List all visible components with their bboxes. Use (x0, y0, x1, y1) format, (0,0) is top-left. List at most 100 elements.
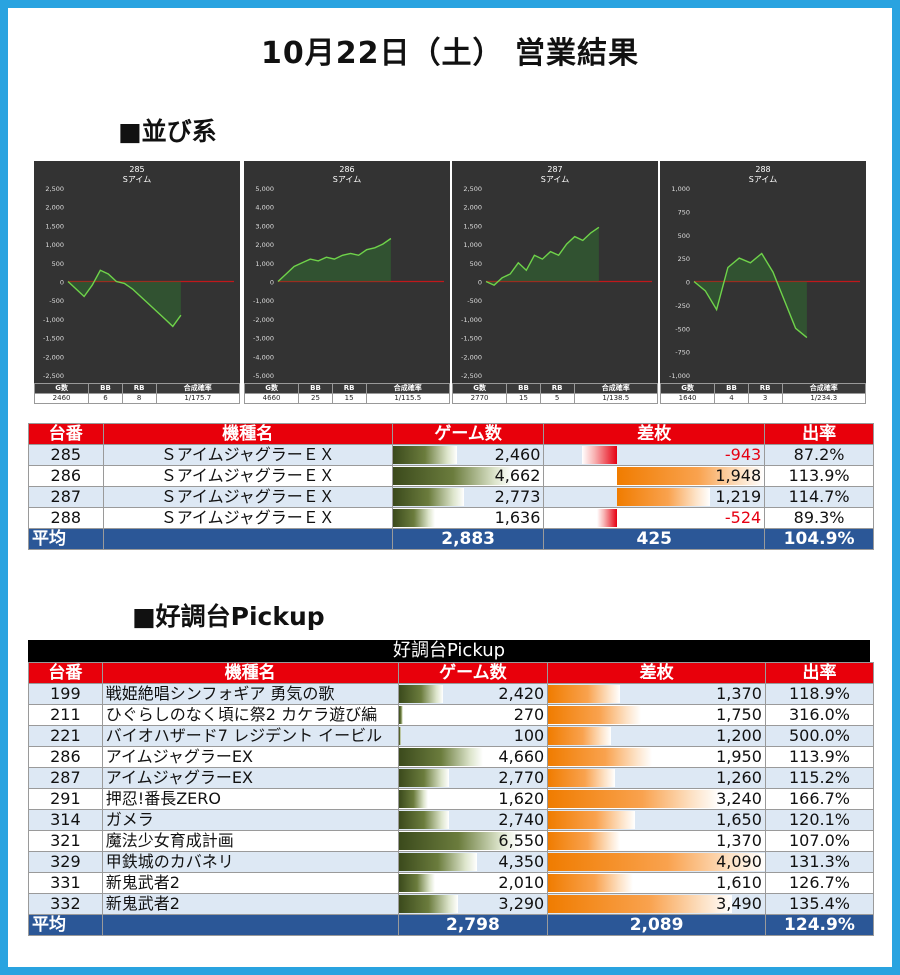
games-cell: 2,460 (391, 444, 545, 466)
games-bar (393, 467, 514, 485)
games-value: 270 (513, 705, 545, 725)
games-value: 2,770 (498, 768, 545, 788)
y-tick-label: -1,000 (669, 372, 690, 380)
diff-bar (548, 748, 653, 766)
machine-number-cell: 288 (28, 507, 104, 529)
machine-number-cell: 286 (28, 746, 103, 768)
diff-cell: 1,370 (547, 830, 766, 852)
section-heading-pickup: ■好調台Pickup (132, 602, 325, 631)
payout-rate-cell: 87.2% (764, 444, 874, 466)
games-bar (393, 446, 457, 464)
diff-bar (548, 727, 612, 745)
column-header: 台番 (28, 423, 104, 445)
series-line (67, 269, 182, 328)
y-tick-label: 5,000 (255, 185, 274, 193)
diff-bar (582, 446, 617, 464)
column-header: 差枚 (543, 423, 766, 445)
diff-bar (548, 769, 616, 787)
table-row: 199 戦姫絶唱シンフォギア 勇気の歌 2,420 1,370 118.9% (28, 683, 875, 705)
y-tick-label: -1,500 (43, 335, 64, 343)
diff-cell: 1,650 (547, 809, 766, 831)
diff-value: 1,650 (716, 810, 762, 830)
slump-chart: 287 Sアイム 2,500 2,000 1,500 1,000 500 0 -500 -1,00… (451, 161, 659, 405)
model-name-cell: ひぐらしのなく頃に祭2 カケラ遊び編 (101, 704, 399, 726)
games-cell: 4,660 (397, 746, 549, 768)
y-tick-label: -750 (675, 349, 690, 357)
payout-rate-cell: 118.9% (764, 683, 875, 705)
stats-value: 15 (331, 393, 367, 404)
games-value: 1,636 (494, 508, 541, 528)
y-tick-label: 750 (678, 208, 690, 216)
column-header: 機種名 (102, 423, 393, 445)
diff-cell: 1,260 (547, 767, 766, 789)
games-value: 2,420 (498, 684, 545, 704)
chart-model-name: Sアイム (123, 175, 152, 184)
stats-value: 4660 (243, 393, 300, 404)
diff-bar (548, 706, 642, 724)
model-name-cell: ＳアイムジャグラーＥＸ (102, 486, 393, 508)
stats-header: G数 (243, 383, 300, 394)
payout-rate-cell: 131.3% (764, 851, 875, 873)
stats-value: 4 (714, 393, 749, 404)
machine-number-cell: 221 (28, 725, 103, 747)
stats-value: 1640 (659, 393, 716, 404)
column-header: 差枚 (547, 662, 766, 684)
average-games: 2,883 (391, 528, 545, 550)
games-value: 2,773 (494, 487, 541, 507)
diff-value: 1,950 (716, 747, 762, 767)
stats-header: 合成確率 (781, 383, 867, 394)
column-header: 出率 (764, 662, 875, 684)
stats-value: 2460 (33, 393, 90, 404)
diff-value: 1,750 (716, 705, 762, 725)
pickup-results-table: 台番 機種名 ゲーム数 差枚 出率 199 戦姫絶唱シンフォギア 勇気の歌 2,420 1,37… (28, 662, 875, 936)
stats-header: RB (747, 383, 783, 394)
y-tick-label: 1,000 (463, 241, 482, 249)
slump-chart: 288 Sアイム 1,000 750 500 250 0 -250 -500 -750 -1,000… (659, 161, 867, 405)
y-tick-label: -2,500 (43, 372, 64, 380)
games-cell: 2,420 (397, 683, 549, 705)
games-cell: 1,620 (397, 788, 549, 810)
y-tick-label: 500 (470, 260, 482, 268)
y-tick-label: -2,500 (461, 372, 482, 380)
diff-value: 4,090 (716, 852, 762, 872)
stats-value: 6 (88, 393, 123, 404)
y-tick-label: -500 (467, 297, 482, 305)
diff-cell: -524 (543, 507, 766, 529)
pickup-caption: 好調台Pickup (28, 640, 870, 662)
chart-stats-table: G数 BB RB 合成確率 4660 25 15 1/115.5 (243, 383, 451, 404)
diff-value: 3,490 (716, 894, 762, 914)
stats-value: 1/234.3 (781, 393, 867, 404)
chart-machine-number: 287 (547, 165, 562, 174)
payout-rate-cell: 115.2% (764, 767, 875, 789)
stats-header: G数 (659, 383, 716, 394)
diff-value: 1,370 (716, 684, 762, 704)
diff-value: 3,240 (716, 789, 762, 809)
model-name-cell: 甲鉄城のカバネリ (101, 851, 399, 873)
y-tick-label: 500 (52, 260, 64, 268)
stats-value: 5 (539, 393, 575, 404)
model-name-cell: ガメラ (101, 809, 399, 831)
stats-header: 合成確率 (573, 383, 659, 394)
payout-rate-cell: 107.0% (764, 830, 875, 852)
stats-header: G数 (33, 383, 90, 394)
games-bar (393, 488, 464, 506)
payout-rate-cell: 500.0% (764, 725, 875, 747)
y-tick-label: -1,000 (43, 316, 64, 324)
stats-value: 2770 (451, 393, 508, 404)
model-name-cell: アイムジャグラーEX (101, 767, 399, 789)
games-cell: 4,662 (391, 465, 545, 487)
table-header-row: 台番 機種名 ゲーム数 差枚 出率 (28, 662, 875, 684)
machine-number-cell: 332 (28, 893, 103, 915)
games-bar (399, 769, 449, 787)
slump-chart-group: 285 Sアイム 2,500 2,000 1,500 1,000 500 0 -500 -1,00… (33, 161, 868, 405)
diff-bar (548, 832, 620, 850)
diff-cell: 3,490 (547, 893, 766, 915)
games-cell: 4,350 (397, 851, 549, 873)
y-tick-label: 0 (686, 279, 690, 287)
payout-rate-cell: 316.0% (764, 704, 875, 726)
chart-stats-table: G数 BB RB 合成確率 1640 4 3 1/234.3 (659, 383, 867, 404)
diff-cell: 1,750 (547, 704, 766, 726)
